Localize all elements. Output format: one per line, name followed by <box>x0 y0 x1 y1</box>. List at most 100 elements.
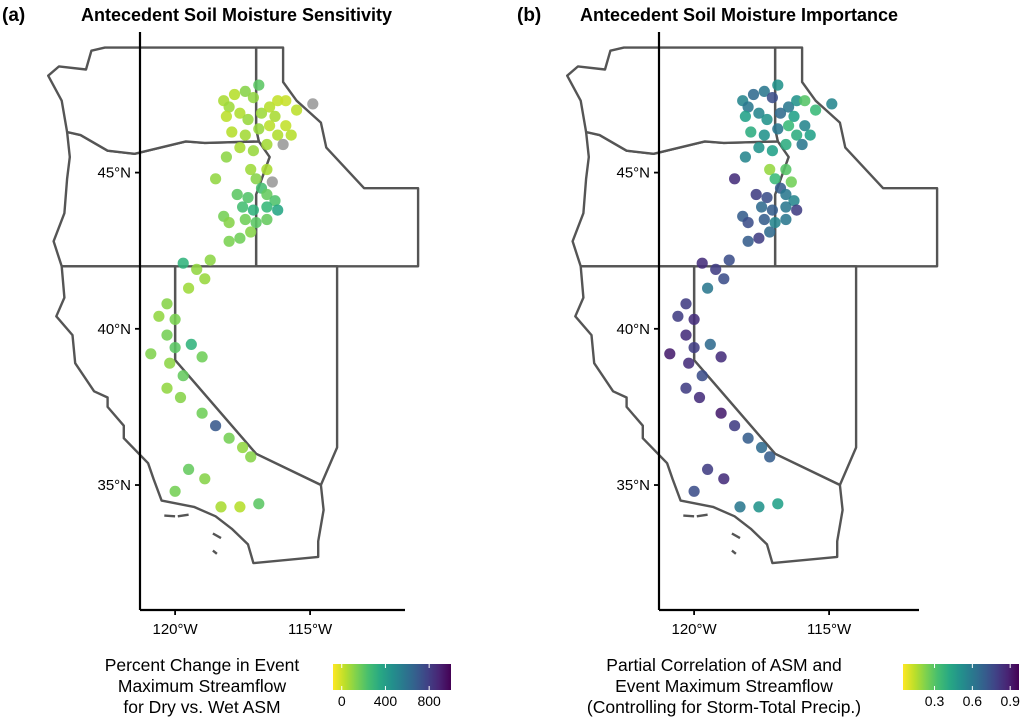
site-point <box>264 120 276 132</box>
site-point <box>272 129 284 141</box>
site-point <box>742 217 754 229</box>
site-point <box>783 101 795 113</box>
y-tick-label: 45°N <box>616 165 650 182</box>
site-point <box>261 213 273 226</box>
site-point <box>234 142 246 154</box>
site-point <box>239 213 251 226</box>
site-point <box>199 273 211 285</box>
colorbar-tick-label: 0.6 <box>963 693 983 709</box>
site-point <box>199 473 211 485</box>
site-point <box>734 501 746 513</box>
site-point <box>161 382 173 394</box>
colorbar <box>903 664 1019 690</box>
site-point <box>723 254 735 266</box>
site-point <box>234 232 246 244</box>
site-point <box>766 204 779 216</box>
site-point <box>247 145 259 157</box>
site-point <box>247 204 259 216</box>
site-point <box>772 79 784 91</box>
site-point <box>196 351 208 363</box>
site-point <box>696 370 708 382</box>
sites-a <box>145 79 319 513</box>
site-point <box>758 213 770 226</box>
legend-title-line: Maximum Streamflow <box>118 676 287 696</box>
site-point <box>242 192 254 204</box>
legend-title-line: Event Maximum Streamflow <box>615 676 833 696</box>
site-point <box>174 391 187 404</box>
site-point <box>247 92 259 104</box>
site-point <box>261 201 273 213</box>
site-point <box>253 79 265 91</box>
site-point <box>788 110 800 122</box>
site-point <box>250 173 262 185</box>
site-point <box>688 485 700 497</box>
channel-island <box>683 514 695 518</box>
site-point <box>739 151 752 163</box>
site-point <box>729 420 741 432</box>
site-point <box>215 501 227 513</box>
site-point <box>204 254 216 266</box>
site-point <box>772 123 784 135</box>
site-point <box>266 176 278 188</box>
site-point <box>239 129 251 141</box>
y-tick-label: 40°N <box>97 321 131 338</box>
panel-a: (a) Antecedent Soil Moisture Sensitivity… <box>2 5 451 717</box>
site-point <box>161 298 173 310</box>
site-point <box>780 201 792 213</box>
site-point <box>783 120 795 132</box>
colorbar-tick-label: 800 <box>417 693 441 709</box>
site-point <box>704 338 716 350</box>
panel-letter-a: (a) <box>2 5 25 26</box>
site-point <box>756 201 768 213</box>
site-point <box>753 142 765 154</box>
site-point <box>742 432 754 444</box>
site-point <box>164 357 176 369</box>
channel-island <box>164 514 176 518</box>
axes-b: 45°N 40°N 35°N 120°W 115°W <box>616 32 919 638</box>
site-point <box>688 342 700 354</box>
site-point <box>772 498 784 510</box>
site-point <box>696 257 708 269</box>
site-point <box>804 129 816 141</box>
colorbar-tick-label: 0 <box>338 693 346 709</box>
site-point <box>780 188 792 201</box>
idaho-state <box>254 46 420 268</box>
site-point <box>223 432 235 444</box>
site-point <box>237 441 249 454</box>
site-point <box>718 473 730 485</box>
washington-state <box>566 46 779 156</box>
site-point <box>764 451 776 463</box>
panel-b: (b) Antecedent Soil Moisture Importance … <box>517 5 1020 717</box>
site-point <box>285 129 297 141</box>
site-point <box>307 98 319 110</box>
site-point <box>226 126 238 138</box>
x-tick-label: 120°W <box>153 621 199 638</box>
site-point <box>261 188 273 201</box>
site-point <box>810 104 822 116</box>
map-layer-b <box>566 46 939 565</box>
site-point <box>769 173 781 185</box>
site-point <box>680 329 692 341</box>
site-point <box>183 463 195 475</box>
site-point <box>715 351 727 363</box>
site-point <box>742 101 754 113</box>
panel-title-a: Antecedent Soil Moisture Sensitivity <box>81 5 392 25</box>
site-point <box>766 92 779 104</box>
site-point <box>761 113 773 126</box>
site-point <box>753 232 765 244</box>
site-point <box>264 101 276 113</box>
site-point <box>750 188 762 201</box>
site-point <box>680 298 692 310</box>
site-point <box>791 204 803 216</box>
site-point <box>764 163 776 176</box>
site-point <box>799 95 811 107</box>
site-point <box>239 85 251 97</box>
site-point <box>796 138 808 151</box>
site-point <box>780 213 792 226</box>
site-point <box>788 195 800 207</box>
california-state <box>55 265 325 565</box>
site-point <box>280 120 292 132</box>
site-point <box>747 88 760 101</box>
y-tick-label: 35°N <box>97 477 131 494</box>
